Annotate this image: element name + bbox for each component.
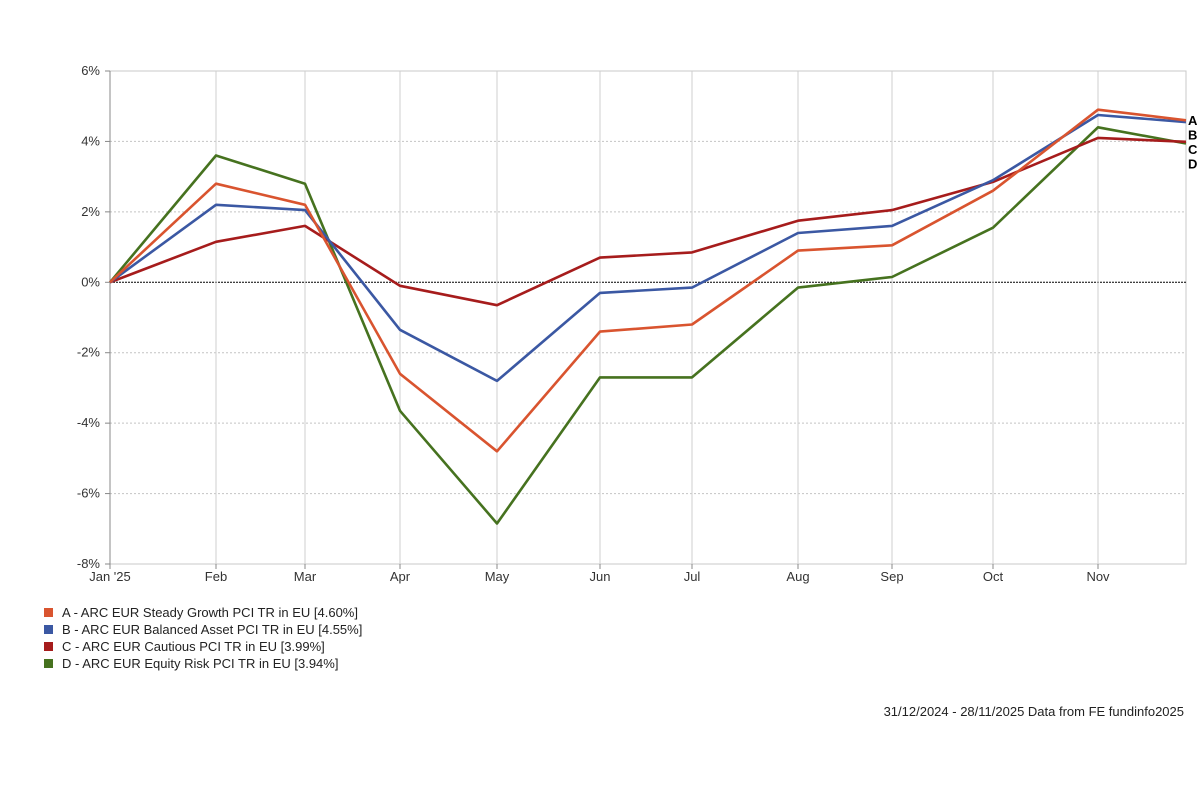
data-source-footer: 31/12/2024 - 28/11/2025 Data from FE fun… <box>883 704 1184 719</box>
legend-label: A - ARC EUR Steady Growth PCI TR in EU [… <box>62 605 358 620</box>
legend-swatch <box>44 608 53 617</box>
x-tick-label: Feb <box>205 569 227 584</box>
legend-label: C - ARC EUR Cautious PCI TR in EU [3.99%… <box>62 639 325 654</box>
y-tick-label: -8% <box>77 556 101 571</box>
end-label-d: D <box>1188 157 1197 172</box>
legend-item-a: A - ARC EUR Steady Growth PCI TR in EU [… <box>44 604 362 621</box>
plot-frame <box>109 70 1187 565</box>
x-tick-label: Oct <box>983 569 1004 584</box>
y-tick-label: -6% <box>77 486 101 501</box>
legend-item-d: D - ARC EUR Equity Risk PCI TR in EU [3.… <box>44 655 362 672</box>
series-line-b <box>109 113 1187 383</box>
y-tick-label: 4% <box>81 133 100 148</box>
y-tick-label: -2% <box>77 345 101 360</box>
x-tick-label: Mar <box>294 569 317 584</box>
series-line-d <box>109 126 1187 525</box>
y-tick-label: 2% <box>81 204 100 219</box>
series-lines <box>109 108 1187 525</box>
legend-swatch <box>44 625 53 634</box>
line-chart: 6% 4% 2% 0% -2% -4% -6% -8%Jan '25 Feb Mar Apr May J… <box>77 63 1198 584</box>
x-tick-label: May <box>485 569 510 584</box>
x-tick-label: Jul <box>684 569 701 584</box>
x-tick-label: Jan '25 <box>89 569 131 584</box>
legend: A - ARC EUR Steady Growth PCI TR in EU [… <box>44 604 362 672</box>
y-tick-label: 6% <box>81 63 100 78</box>
legend-swatch <box>44 659 53 668</box>
legend-item-c: C - ARC EUR Cautious PCI TR in EU [3.99%… <box>44 638 362 655</box>
grid <box>109 70 1187 565</box>
axes: 6% 4% 2% 0% -2% -4% -6% -8%Jan '25 Feb Mar Apr May J… <box>77 63 1110 584</box>
x-tick-label: Aug <box>786 569 809 584</box>
x-tick-label: Nov <box>1086 569 1110 584</box>
legend-swatch <box>44 642 53 651</box>
x-tick-label: Apr <box>390 569 411 584</box>
x-tick-label: Jun <box>590 569 611 584</box>
end-label-a: A <box>1188 113 1198 128</box>
legend-item-b: B - ARC EUR Balanced Asset PCI TR in EU … <box>44 621 362 638</box>
series-line-a <box>109 108 1187 453</box>
legend-label: B - ARC EUR Balanced Asset PCI TR in EU … <box>62 622 363 637</box>
y-tick-label: 0% <box>81 274 100 289</box>
series-line-c <box>109 136 1187 307</box>
end-label-b: B <box>1188 128 1197 143</box>
x-tick-label: Sep <box>880 569 903 584</box>
legend-label: D - ARC EUR Equity Risk PCI TR in EU [3.… <box>62 656 339 671</box>
end-label-c: C <box>1188 142 1198 157</box>
y-tick-label: -4% <box>77 415 101 430</box>
